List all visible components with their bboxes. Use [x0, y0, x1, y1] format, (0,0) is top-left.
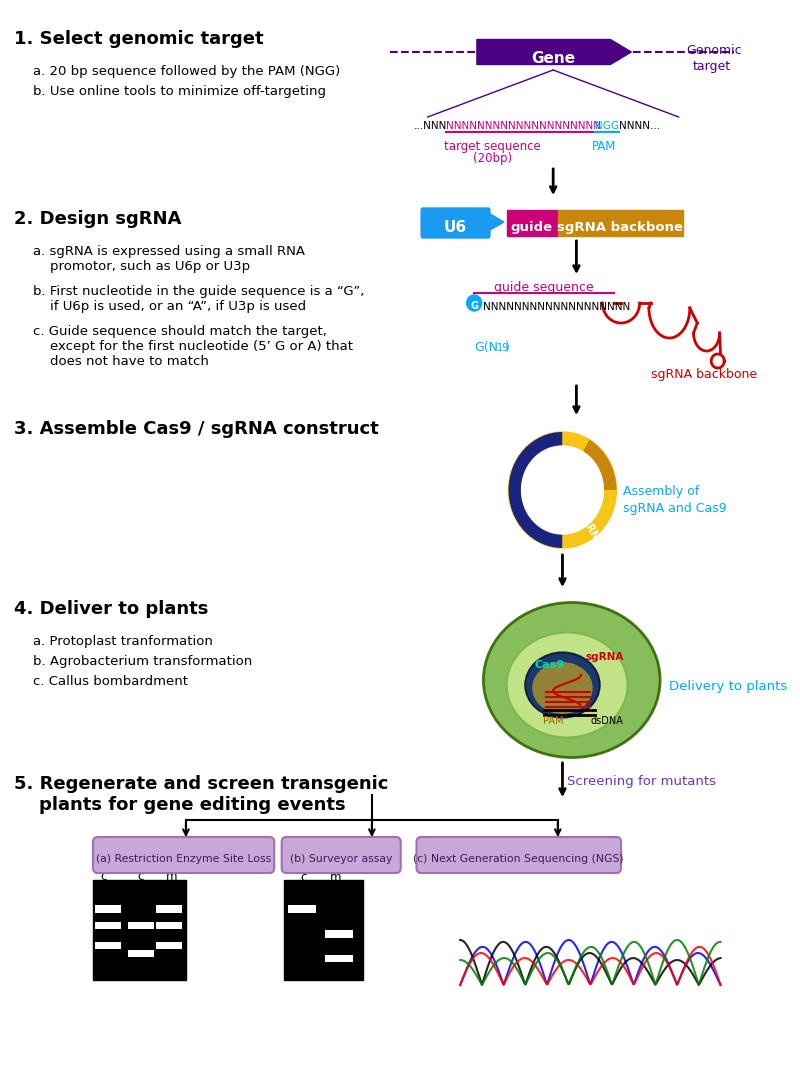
Text: target sequence: target sequence [444, 140, 541, 153]
FancyBboxPatch shape [93, 837, 274, 873]
FancyBboxPatch shape [506, 209, 558, 236]
Text: a. Protoplast tranformation: a. Protoplast tranformation [33, 635, 213, 648]
Text: G(N: G(N [474, 341, 498, 353]
Circle shape [522, 446, 603, 533]
Text: guide sequence: guide sequence [494, 281, 594, 293]
Text: (20bp): (20bp) [473, 152, 512, 165]
FancyBboxPatch shape [558, 209, 683, 236]
Bar [128, 922, 154, 930]
Text: ...NNN: ...NNN [414, 121, 447, 131]
Text: Cas9: Cas9 [528, 475, 538, 505]
Bar [95, 942, 121, 949]
Text: Screening for mutants: Screening for mutants [567, 775, 716, 788]
Bar [326, 955, 354, 962]
Bar [156, 922, 182, 930]
FancyBboxPatch shape [283, 880, 362, 980]
Text: (a) Restriction Enzyme Site Loss: (a) Restriction Enzyme Site Loss [96, 854, 271, 864]
FancyBboxPatch shape [421, 208, 490, 238]
Text: c: c [138, 870, 144, 883]
Wedge shape [562, 440, 616, 490]
Text: 3. Assemble Cas9 / sgRNA construct: 3. Assemble Cas9 / sgRNA construct [14, 420, 378, 437]
Text: target: target [693, 60, 730, 73]
Bar [95, 922, 121, 930]
Text: b. First nucleotide in the guide sequence is a “G”,
    if U6p is used, or an “A: b. First nucleotide in the guide sequenc… [33, 285, 364, 313]
Text: RE: RE [98, 860, 113, 873]
Text: sgRNA backbone: sgRNA backbone [650, 368, 757, 381]
Text: b. Use online tools to minimize off-targeting: b. Use online tools to minimize off-targ… [33, 85, 326, 98]
Text: Delivery to plants: Delivery to plants [670, 680, 788, 693]
Text: sgRNA and Cas9: sgRNA and Cas9 [623, 502, 726, 515]
Text: -: - [121, 852, 126, 866]
Text: a. sgRNA is expressed using a small RNA
    promotor, such as U6p or U3p: a. sgRNA is expressed using a small RNA … [33, 245, 305, 273]
Text: c. Callus bombardment: c. Callus bombardment [33, 675, 187, 688]
Text: dsDNA: dsDNA [590, 716, 623, 726]
Text: 19: 19 [498, 343, 510, 353]
Text: CELI or T7: CELI or T7 [293, 860, 353, 873]
Ellipse shape [506, 633, 627, 738]
Text: ): ) [505, 341, 510, 353]
Text: PAM: PAM [543, 716, 563, 726]
Text: 1. Select genomic target: 1. Select genomic target [14, 29, 263, 48]
Ellipse shape [532, 662, 593, 714]
Wedge shape [509, 432, 562, 548]
Circle shape [509, 432, 616, 548]
Text: (c) Next Generation Sequencing (NGS): (c) Next Generation Sequencing (NGS) [414, 854, 624, 864]
Bar [128, 950, 154, 957]
Text: NGG: NGG [595, 121, 619, 131]
Text: G: G [470, 301, 478, 311]
Text: sgRNA: sgRNA [586, 652, 624, 662]
Bar [95, 906, 121, 913]
Text: Cas9: Cas9 [534, 660, 565, 670]
Text: m: m [166, 870, 177, 883]
FancyBboxPatch shape [93, 880, 186, 980]
Text: NNNN...: NNNN... [619, 121, 660, 131]
FancyArrowPatch shape [477, 39, 631, 64]
Text: Assembly of: Assembly of [623, 485, 699, 497]
Text: guide: guide [510, 220, 553, 233]
FancyBboxPatch shape [417, 837, 621, 873]
Text: sgRNA: sgRNA [577, 512, 604, 548]
Circle shape [466, 295, 482, 311]
Text: b. Agrobacterium transformation: b. Agrobacterium transformation [33, 655, 252, 668]
Wedge shape [562, 432, 616, 548]
Text: Genomic: Genomic [686, 44, 742, 57]
Text: c: c [101, 870, 106, 883]
Bar [156, 942, 182, 949]
Bar [288, 906, 316, 913]
Bar [326, 930, 354, 938]
Text: NNNNNNNNNNNNNNNNNNNN: NNNNNNNNNNNNNNNNNNNN [446, 121, 602, 131]
Ellipse shape [526, 652, 600, 718]
Text: (b) Surveyor assay: (b) Surveyor assay [290, 854, 392, 864]
Text: PAM: PAM [592, 140, 617, 153]
Text: NNNNNNNNNNNNNNNNNNN: NNNNNNNNNNNNNNNNNNN [483, 302, 630, 312]
Text: 5. Regenerate and screen transgenic
    plants for gene editing events: 5. Regenerate and screen transgenic plan… [14, 775, 388, 814]
Text: c: c [300, 871, 306, 884]
FancyBboxPatch shape [282, 837, 401, 873]
Text: a. 20 bp sequence followed by the PAM (NGG): a. 20 bp sequence followed by the PAM (N… [33, 65, 340, 77]
Text: 2. Design sgRNA: 2. Design sgRNA [14, 209, 182, 228]
Text: 4. Deliver to plants: 4. Deliver to plants [14, 600, 208, 618]
Text: sgRNA backbone: sgRNA backbone [557, 220, 683, 233]
Text: c. Guide sequence should match the target,
    except for the first nucleotide (: c. Guide sequence should match the targe… [33, 325, 353, 368]
Text: m: m [330, 871, 342, 884]
Ellipse shape [483, 602, 660, 757]
Text: U6: U6 [444, 219, 467, 235]
Text: Gene: Gene [531, 50, 575, 65]
Bar [156, 906, 182, 913]
Text: +: + [149, 860, 158, 873]
FancyArrowPatch shape [487, 213, 504, 231]
